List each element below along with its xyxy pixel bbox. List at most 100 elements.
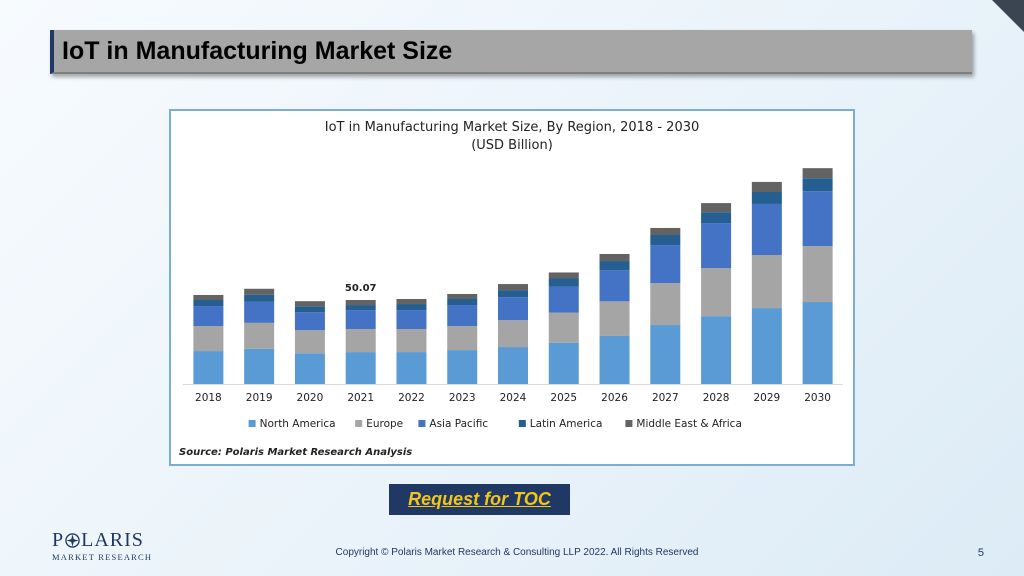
bar-latin-america-2030	[802, 178, 833, 192]
bar-europe-2027	[650, 283, 681, 326]
polaris-logo: P LARIS MARKET RESEARCH	[52, 530, 152, 562]
bar-north-america-2020	[294, 353, 325, 384]
corner-triangle-decoration	[992, 0, 1024, 32]
bar-europe-2022	[396, 329, 427, 353]
chart-source-note: Source: Polaris Market Research Analysis	[179, 447, 413, 458]
bar-north-america-2021	[345, 352, 376, 384]
bar-latin-america-2021	[345, 305, 376, 311]
legend-label-middle-east-africa: Middle East & Africa	[636, 418, 742, 430]
bar-asia-pacific-2019	[244, 301, 275, 323]
bar-latin-america-2029	[751, 192, 782, 204]
legend-swatch-north-america	[248, 420, 256, 427]
legend-swatch-asia-pacific	[418, 420, 426, 427]
bar-latin-america-2022	[396, 304, 427, 311]
x-tick-label-2022: 2022	[398, 392, 425, 404]
bar-middle-east-africa-2024	[498, 284, 528, 291]
bar-north-america-2030	[802, 302, 833, 384]
bar-middle-east-africa-2025	[548, 272, 579, 279]
x-tick-label-2027: 2027	[652, 392, 679, 404]
bar-europe-2028	[701, 268, 732, 317]
bar-middle-east-africa-2021	[345, 300, 376, 306]
bar-middle-east-africa-2019	[244, 288, 275, 295]
bar-europe-2026	[599, 301, 630, 336]
bar-north-america-2019	[244, 348, 275, 384]
bar-asia-pacific-2028	[701, 223, 732, 269]
logo-tagline: MARKET RESEARCH	[52, 552, 153, 562]
bar-europe-2025	[548, 312, 579, 343]
bar-asia-pacific-2022	[396, 310, 427, 330]
x-tick-label-2020: 2020	[297, 392, 324, 404]
bar-asia-pacific-2025	[548, 286, 579, 313]
chart-frame: 2018 2019 2020 2021 2022 2023 2024 2025 2026 2027…	[169, 109, 855, 466]
bar-middle-east-africa-2018	[193, 294, 224, 301]
x-tick-label-2026: 2026	[601, 392, 628, 404]
legend-label-europe: Europe	[366, 418, 403, 430]
bar-europe-2029	[751, 255, 782, 309]
bar-middle-east-africa-2026	[599, 253, 630, 262]
bar-europe-2018	[193, 326, 224, 352]
bar-north-america-2018	[193, 351, 224, 384]
bar-north-america-2024	[498, 347, 528, 384]
bar-middle-east-africa-2023	[447, 293, 478, 300]
request-toc-button[interactable]: Request for TOC	[389, 484, 570, 515]
x-tick-label-2029: 2029	[753, 392, 780, 404]
bar-latin-america-2025	[548, 278, 579, 287]
legend-label-north-america: North America	[260, 418, 336, 430]
bar-latin-america-2020	[294, 306, 325, 313]
bar-middle-east-africa-2029	[751, 181, 782, 193]
bar-asia-pacific-2020	[294, 312, 325, 331]
bar-europe-2024	[498, 320, 528, 348]
x-tick-label-2023: 2023	[449, 392, 476, 404]
bar-asia-pacific-2030	[802, 191, 833, 247]
bar-europe-2019	[244, 322, 275, 349]
bar-middle-east-africa-2022	[396, 299, 427, 305]
legend-swatch-middle-east-africa	[625, 420, 633, 427]
bar-middle-east-africa-2020	[294, 301, 325, 307]
page-title: IoT in Manufacturing Market Size	[62, 36, 453, 65]
logo-wordmark: P LARIS	[52, 530, 152, 550]
bar-asia-pacific-2021	[345, 310, 376, 330]
bar-north-america-2023	[447, 350, 478, 384]
x-tick-label-2025: 2025	[550, 392, 577, 404]
bar-europe-2023	[447, 326, 478, 351]
legend-label-latin-america: Latin America	[530, 418, 603, 430]
x-tick-label-2024: 2024	[500, 392, 527, 404]
bar-latin-america-2027	[650, 235, 681, 246]
bar-europe-2030	[802, 246, 833, 303]
x-tick-label-2030: 2030	[804, 392, 831, 404]
page-number: 5	[977, 547, 984, 559]
legend-label-asia-pacific: Asia Pacific	[429, 418, 488, 430]
data-label-2021: 50.07	[345, 283, 377, 294]
bar-asia-pacific-2029	[751, 203, 782, 255]
bar-latin-america-2018	[193, 300, 224, 307]
logo-letters-rest: LARIS	[81, 529, 144, 551]
title-bar: IoT in Manufacturing Market Size	[50, 30, 972, 74]
bar-asia-pacific-2027	[650, 245, 681, 284]
chart-title-block: IoT in Manufacturing Market Size, By Reg…	[171, 119, 853, 155]
bar-middle-east-africa-2028	[701, 203, 732, 213]
chart-title: IoT in Manufacturing Market Size, By Reg…	[324, 120, 700, 135]
compass-star-icon	[65, 532, 80, 548]
bar-asia-pacific-2026	[599, 270, 630, 302]
bar-asia-pacific-2023	[447, 305, 478, 327]
legend-swatch-latin-america	[518, 420, 526, 427]
bar-north-america-2028	[701, 316, 732, 384]
bar-latin-america-2019	[244, 294, 275, 302]
bar-latin-america-2028	[701, 212, 732, 224]
bar-latin-america-2026	[599, 261, 630, 271]
bar-north-america-2025	[548, 342, 579, 384]
x-tick-label-2021: 2021	[347, 392, 374, 404]
bar-middle-east-africa-2027	[650, 227, 681, 236]
bar-asia-pacific-2024	[498, 297, 528, 321]
bar-asia-pacific-2018	[193, 306, 224, 327]
x-tick-label-2018: 2018	[195, 392, 222, 404]
bar-europe-2020	[294, 330, 325, 354]
stacked-bar-chart: 2018 2019 2020 2021 2022 2023 2024 2025 2026 2027…	[183, 168, 843, 430]
bar-north-america-2027	[650, 325, 681, 384]
x-tick-label-2019: 2019	[246, 392, 273, 404]
chart-subtitle: (USD Billion)	[471, 138, 553, 153]
bar-latin-america-2024	[498, 290, 528, 298]
bar-latin-america-2023	[447, 299, 478, 306]
bar-middle-east-africa-2030	[802, 168, 833, 179]
bar-north-america-2026	[599, 335, 630, 384]
